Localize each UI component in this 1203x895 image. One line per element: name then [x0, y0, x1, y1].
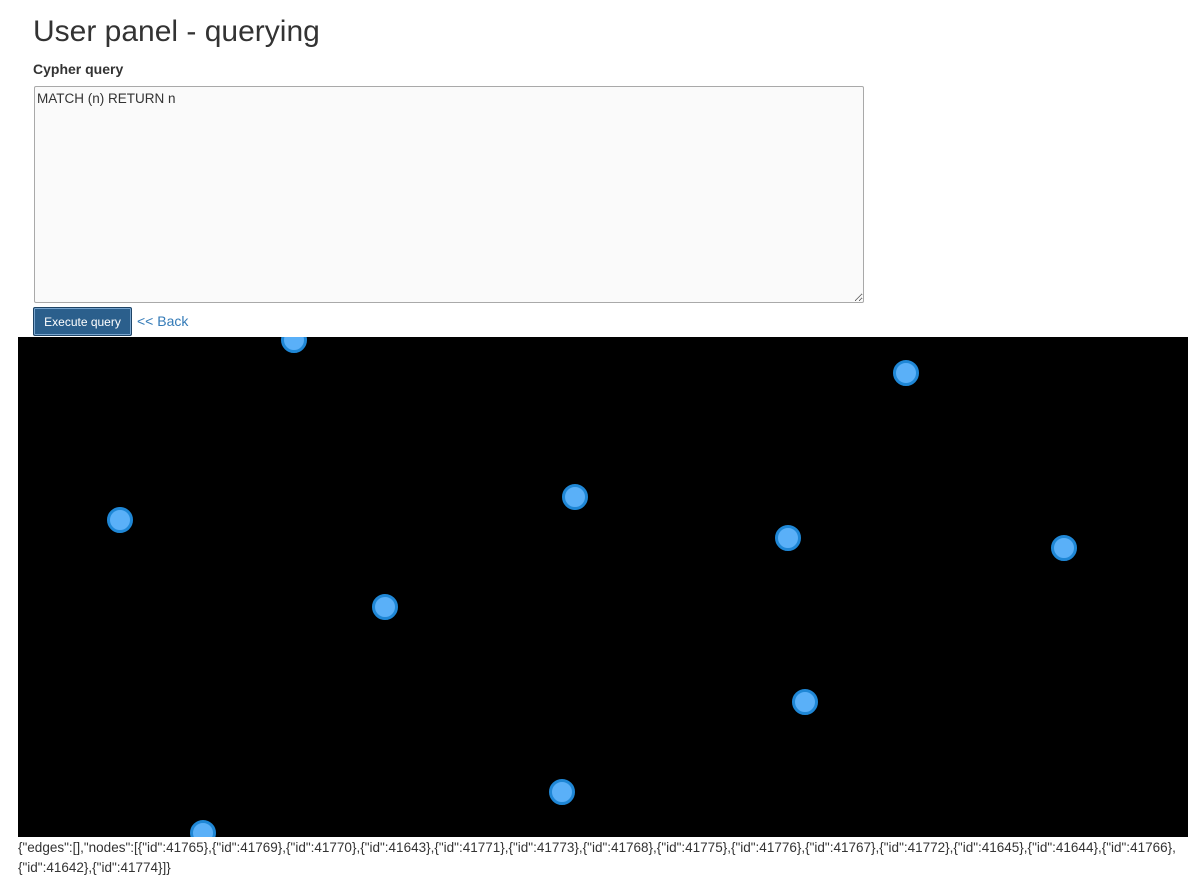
graph-node[interactable] — [190, 820, 216, 837]
cypher-query-input[interactable]: MATCH (n) RETURN n — [34, 86, 864, 303]
query-result-json: {"edges":[],"nodes":[{"id":41765},{"id":… — [18, 840, 1176, 875]
graph-node[interactable] — [893, 360, 919, 386]
graph-node[interactable] — [372, 594, 398, 620]
page-title: User panel - querying — [33, 15, 320, 48]
graph-node[interactable] — [1051, 535, 1077, 561]
cypher-query-label: Cypher query — [33, 61, 124, 77]
graph-node[interactable] — [107, 507, 133, 533]
graph-node[interactable] — [775, 525, 801, 551]
back-link[interactable]: << Back — [137, 313, 189, 329]
graph-node[interactable] — [562, 484, 588, 510]
graph-canvas[interactable] — [18, 337, 1188, 837]
graph-node[interactable] — [549, 779, 575, 805]
graph-node[interactable] — [792, 689, 818, 715]
graph-node[interactable] — [281, 337, 307, 353]
execute-query-button[interactable]: Execute query — [33, 307, 132, 336]
